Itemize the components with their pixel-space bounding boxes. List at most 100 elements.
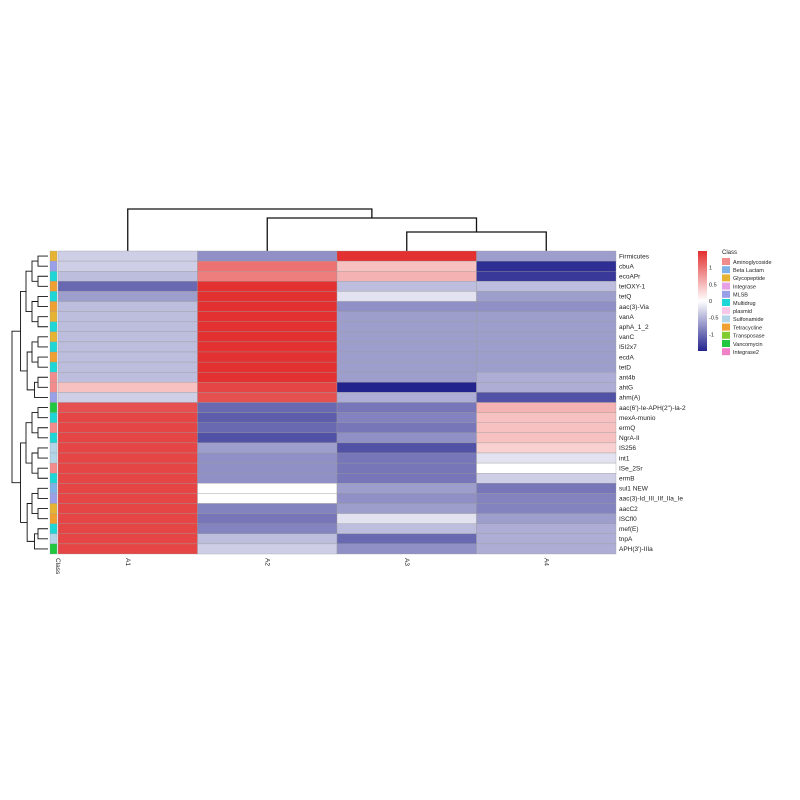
colorbar-tick-label: -1 [709,332,714,338]
legend-label: Integrase2 [733,350,759,356]
heatmap-cell [57,321,198,332]
heatmap-cell [336,321,477,332]
dendrogram-branch [37,528,48,540]
dendrogram-branch [37,356,48,368]
legend-label: Transposase [733,334,765,340]
class-annotation-cell [49,382,58,393]
legend-swatch [722,323,730,331]
heatmap-cell [336,331,477,343]
heatmap-cell [57,291,198,302]
column-label: A1 [124,558,131,566]
heatmap-cell [197,483,338,494]
heatmap-cell [197,331,338,343]
heatmap-cell [57,361,198,373]
heatmap-cell [57,533,198,545]
dendrogram-branch [127,208,373,251]
dendrogram-branch [37,275,48,287]
dendrogram-branch [37,376,48,388]
legend-label: Beta Lactam [733,268,764,274]
heatmap-cell [336,311,477,322]
heatmap-cell [476,493,617,504]
heatmap-cell [336,533,477,545]
row-labels: Firmicutes cbuA ecoAPr tetOXY-1 tetQ aac(3)-V… [619,253,686,553]
row-label: mef(E) [619,526,639,533]
class-annotation-cell [49,281,58,292]
heatmap-cell [197,402,338,413]
heatmap-cell [476,382,617,393]
dendrogram-branch [31,452,38,474]
heatmap-cell [336,412,477,423]
heatmap-cell [336,483,477,494]
class-annotation-cell [49,412,58,423]
dendrogram-branch [26,503,35,542]
heatmap-cell [57,432,198,444]
class-annotation-cell [49,351,58,363]
heatmap-cell [476,503,617,514]
heatmap-cell [197,361,338,373]
heatmap-cell [57,412,198,423]
heatmap-cell [57,271,198,282]
heatmap-cell [197,311,338,322]
legend-label: Sulfonamide [733,317,764,323]
heatmap-cell [197,291,338,302]
heatmap-cell [57,442,198,454]
heatmap-cell [197,513,338,524]
row-label: cbuA [619,263,634,270]
class-annotation-cell [49,271,58,282]
row-label: tetOXY-1 [619,284,646,291]
heatmap-cell [197,493,338,504]
row-label: aacC2 [619,506,638,513]
heatmap-cell [336,291,477,302]
dendrogram-branch [37,508,48,520]
heatmap-cell [57,452,198,464]
legend-label: Tetracycline [733,325,762,331]
heatmap-cell [476,341,617,353]
heatmap-cell [336,351,477,363]
class-annotation-cell [49,462,58,474]
heatmap-cell [57,462,198,474]
heatmap-cell [476,422,617,433]
heatmap-cell [197,301,338,312]
class-annotation-cell [49,422,58,433]
dendrogram-branch [31,412,38,434]
heatmap-cell [476,462,617,474]
column-label: A4 [542,558,549,566]
row-label: ermQ [619,425,635,432]
heatmap-cell [57,331,198,343]
legend-label: Multidrug [733,301,756,307]
heatmap-cell [336,493,477,504]
heatmap-cell [336,250,477,262]
row-label: aac(3)-Via [619,304,649,311]
heatmap-cell [197,321,338,332]
heatmap-cell [476,361,617,373]
heatmap-cell [476,260,617,272]
dendrogram-branch [31,341,38,363]
dendrogram-branch [37,296,48,307]
legend-label: Aminoglycoside [733,260,772,266]
row-label: IS256 [619,445,636,452]
heatmap-cell [336,543,477,555]
legend-title: Class [722,250,737,256]
class-annotation-cell [49,260,58,272]
heatmap-cell [57,473,198,484]
class-annotation-cell [49,250,58,262]
legend-label: Glycopeptide [733,276,765,282]
heatmap-cells [57,250,617,555]
heatmap-cell [57,311,198,322]
dendrogram-branch [34,533,48,550]
heatmap-cell [57,341,198,353]
heatmap-cell [336,503,477,514]
legend-swatch [722,299,730,306]
colorbar-tick-label: 0.5 [709,282,717,288]
class-annotation-cell [49,402,58,413]
row-dendrogram [11,255,48,550]
row-label: ecdA [619,354,634,361]
heatmap-cell [336,382,477,393]
legend-swatch [722,282,730,290]
heatmap-cell [197,250,338,262]
heatmap-cell [57,543,198,555]
row-label: sul1 NEW [619,486,649,493]
heatmap-cell [197,382,338,393]
heatmap-cell [336,281,477,292]
dendrogram-branch [406,231,547,251]
